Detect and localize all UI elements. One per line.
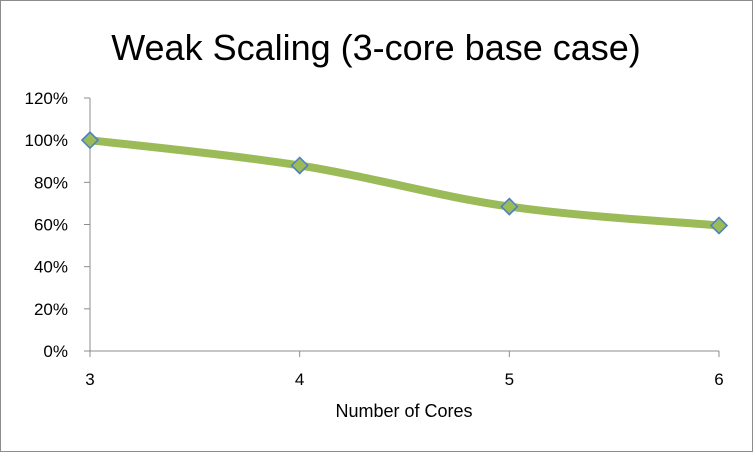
y-tick-label: 20% [34, 300, 68, 319]
y-axis-ticks: 0% 20% 40% 60% 80% 100% 120% [25, 89, 90, 361]
data-point-marker [80, 131, 100, 150]
x-tick-label: 3 [85, 370, 94, 389]
y-tick-label: 40% [34, 258, 68, 277]
data-point-marker [709, 216, 729, 235]
chart-title: Weak Scaling (3-core base case) [111, 27, 641, 68]
y-tick-label: 100% [25, 131, 68, 150]
series-group [80, 131, 729, 235]
y-tick-label: 60% [34, 216, 68, 235]
y-tick-label: 120% [25, 89, 68, 108]
data-point-marker [290, 156, 309, 175]
x-axis-label: Number of Cores [335, 401, 472, 421]
y-tick-label: 80% [34, 173, 68, 192]
data-point-marker [500, 197, 519, 216]
y-tick-label: 0% [43, 342, 68, 361]
x-tick-label: 6 [714, 370, 723, 389]
x-tick-label: 5 [505, 370, 514, 389]
x-tick-label: 4 [295, 370, 304, 389]
series-line [86, 136, 723, 230]
x-axis-ticks: 3 4 5 6 [85, 351, 724, 389]
